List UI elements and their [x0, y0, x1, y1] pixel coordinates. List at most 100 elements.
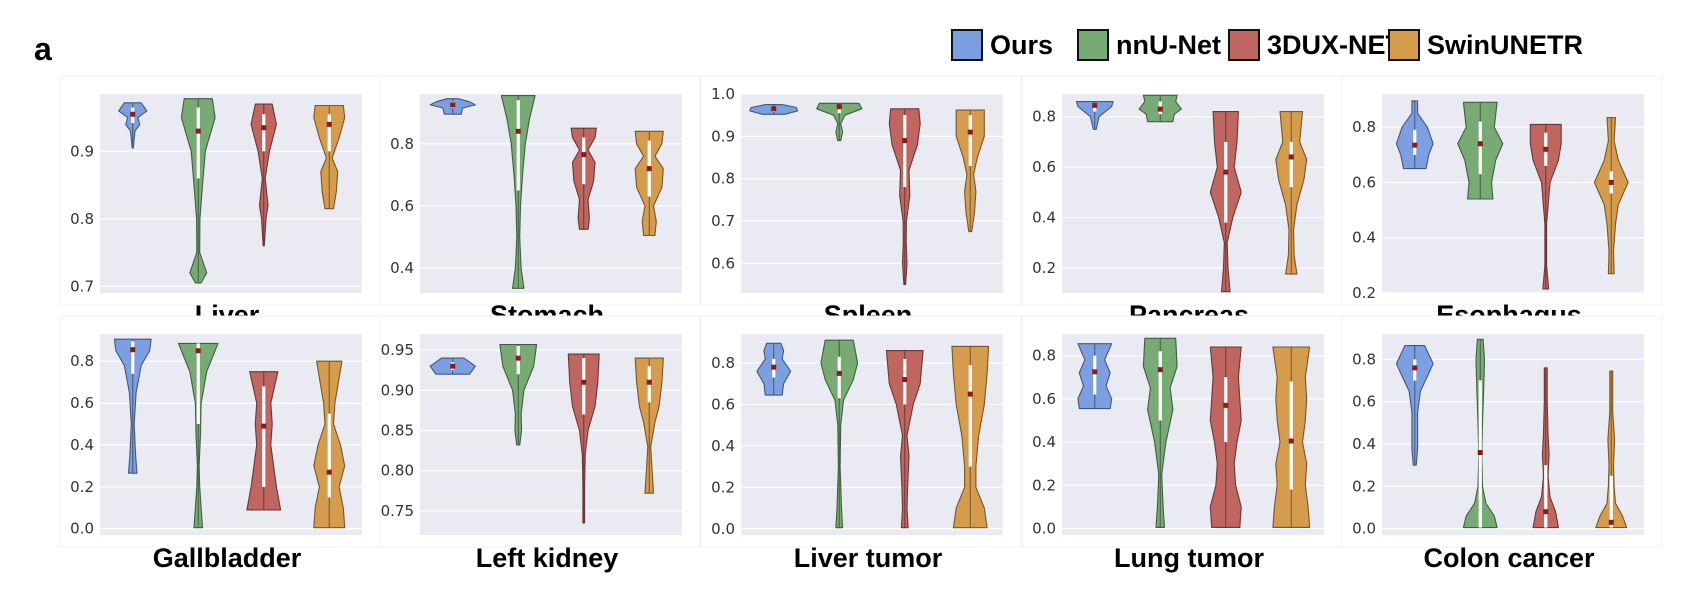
- violin-nnu-net: [1457, 101, 1504, 200]
- median-marker: [130, 347, 136, 353]
- median-marker: [1157, 106, 1163, 112]
- median-marker: [450, 102, 456, 108]
- y-tick-label: 0.8: [1032, 347, 1056, 365]
- violin-3dux-net: [885, 350, 924, 529]
- y-tick-label: 0.7: [70, 277, 94, 295]
- y-tick-label: 0.4: [1352, 229, 1376, 247]
- median-marker: [1543, 509, 1549, 515]
- panel-title: Gallbladder: [153, 543, 302, 573]
- y-tick-label: 0.7: [711, 212, 735, 230]
- violin-3dux-net: [570, 127, 597, 230]
- y-tick-label: 0.75: [381, 502, 414, 520]
- y-tick-label: 0.90: [381, 381, 414, 399]
- violin-nnu-net: [499, 343, 538, 446]
- y-tick-label: 0.2: [1352, 477, 1376, 495]
- y-tick-label: 0.2: [1032, 476, 1056, 494]
- violin-nnu-net: [180, 98, 216, 284]
- violin-3dux-net: [1532, 367, 1559, 529]
- legend-swatch: [951, 29, 983, 61]
- violin-3dux-net: [250, 103, 277, 247]
- violin-ours: [1077, 343, 1113, 410]
- panels-grid: 0.70.80.9Liver0.40.60.8Stomach0.60.70.80…: [59, 75, 1663, 573]
- legend-label: Ours: [990, 30, 1053, 60]
- y-tick-label: 0.4: [390, 259, 414, 277]
- y-tick-label: 0.95: [381, 341, 414, 359]
- y-tick-label: 0.4: [711, 437, 735, 455]
- median-marker: [646, 379, 652, 385]
- y-tick-label: 0.4: [1352, 435, 1376, 453]
- violin-3dux-net: [567, 353, 600, 524]
- median-marker: [1543, 146, 1549, 152]
- y-tick-label: 0.6: [1032, 158, 1056, 176]
- y-tick-label: 0.8: [711, 170, 735, 188]
- violin-swinunetr: [313, 104, 346, 210]
- panel-title: Liver tumor: [794, 543, 943, 573]
- median-marker: [1223, 169, 1229, 175]
- y-tick-label: 0.2: [70, 478, 94, 496]
- median-marker: [261, 423, 267, 429]
- y-tick-label: 0.85: [381, 421, 414, 439]
- violin-ours: [113, 338, 152, 474]
- y-tick-label: 0.4: [1032, 208, 1056, 226]
- violin-panel-colon-cancer: 0.0 0.2 0.4 0.6 0.8 Colon cancer: [1341, 315, 1663, 573]
- panel-title: Left kidney: [476, 543, 619, 573]
- panel-title: Lung tumor: [1114, 543, 1264, 573]
- y-tick-label: 0.0: [1352, 520, 1376, 538]
- violin-swinunetr: [1275, 111, 1308, 275]
- plot-area: [420, 94, 682, 293]
- y-tick-label: 0.9: [711, 127, 735, 145]
- y-tick-label: 0.2: [1352, 284, 1376, 302]
- median-marker: [1412, 142, 1418, 148]
- y-tick-label: 0.6: [1352, 393, 1376, 411]
- violin-3dux-net: [1529, 123, 1562, 290]
- violin-ours: [756, 342, 792, 396]
- legend-item-swinunetr: SwinUNETR: [1388, 29, 1583, 61]
- median-marker: [581, 379, 587, 385]
- violin-nnu-net: [1462, 338, 1498, 529]
- y-tick-label: 0.8: [70, 210, 94, 228]
- y-tick-label: 0.2: [711, 478, 735, 496]
- y-tick-label: 0.0: [70, 520, 94, 538]
- y-tick-label: 0.4: [70, 436, 94, 454]
- violin-swinunetr: [1272, 346, 1311, 528]
- legend-label: 3DUX-NET: [1267, 30, 1403, 60]
- legend-item-3dux-net: 3DUX-NET: [1228, 29, 1403, 61]
- y-tick-label: 0.0: [711, 520, 735, 538]
- violin-ours: [749, 104, 799, 115]
- median-marker: [836, 104, 842, 110]
- violin-swinunetr: [1595, 370, 1628, 529]
- violin-panel-gallbladder: 0.0 0.2 0.4 0.6 0.8 Gallbladder: [59, 315, 381, 573]
- violin-panel-left-kidney: 0.75 0.80 0.85 0.90 0.95 Left kidney: [379, 315, 701, 573]
- violin-ours: [429, 98, 476, 115]
- panel-letter: a: [34, 31, 52, 67]
- median-marker: [1223, 402, 1229, 408]
- violin-ours: [1395, 100, 1434, 170]
- y-tick-label: 0.8: [70, 352, 94, 370]
- violin-panel-liver-tumor: 0.0 0.2 0.4 0.6 0.8 Liver tumor: [700, 315, 1022, 573]
- violin-swinunetr: [1593, 116, 1629, 275]
- violin-ours: [1075, 101, 1114, 130]
- violin-swinunetr: [634, 357, 664, 494]
- plot-area: [1062, 94, 1324, 293]
- median-marker: [1608, 519, 1614, 525]
- violin-nnu-net: [1138, 94, 1182, 123]
- violin-3dux-net: [888, 108, 921, 286]
- y-tick-label: 0.8: [1352, 118, 1376, 136]
- y-tick-label: 0.0: [1032, 520, 1056, 538]
- legend-item-nnu-net: nnU-Net: [1077, 29, 1221, 61]
- median-marker: [967, 129, 973, 135]
- median-marker: [646, 166, 652, 172]
- median-marker: [1477, 449, 1483, 455]
- y-tick-label: 1.0: [711, 85, 735, 103]
- median-marker: [326, 469, 332, 475]
- y-tick-label: 0.8: [1032, 108, 1056, 126]
- legend-swatch: [1228, 29, 1260, 61]
- legend-label: SwinUNETR: [1427, 30, 1583, 60]
- legend-label: nnU-Net: [1116, 30, 1221, 60]
- y-tick-label: 0.8: [711, 354, 735, 372]
- median-marker: [450, 363, 456, 369]
